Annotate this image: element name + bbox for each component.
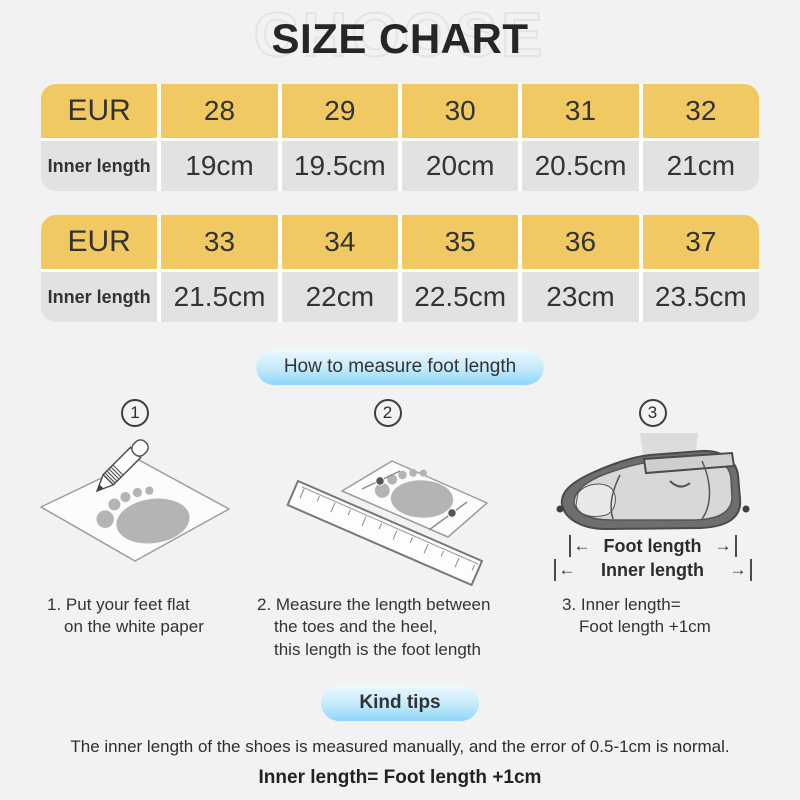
step-1-number-badge: 1 [121,399,149,427]
toe-cap-patch [574,483,616,518]
caption-line: this length is the foot length [274,639,481,659]
size-cell: 30 [402,84,519,138]
inner-length-label: Inner length [601,560,704,580]
step-2: 2 [245,397,530,661]
ruler-shape [286,480,483,586]
size-table-eur-28-32: EUR 28 29 30 31 32 Inner length 19cm 19.… [41,84,759,191]
step-1-caption: 1. Put your feet flat on the white paper [25,594,245,639]
header: CHOOSE SIZE CHART [0,0,800,78]
pencil-icon [95,439,149,493]
step-1-illustration [25,433,245,585]
caption-line: on the white paper [64,617,204,637]
right-arrow-icon: → [714,536,732,555]
caption-line: Foot length +1cm [579,617,711,637]
toe-end-dot [742,505,749,513]
how-to-measure-banner: How to measure foot length [255,349,545,385]
table-unit-header: EUR [41,215,158,269]
length-cell: 22.5cm [402,272,519,322]
ruler-measure-illustration [286,460,488,586]
table-unit-header: EUR [41,84,158,138]
page-title: SIZE CHART [271,15,529,62]
table-row-label: Inner length [41,272,158,322]
step-3-caption: 3. Inner length= Foot length +1cm [530,594,775,639]
heel-end-dot [556,505,563,513]
foot-length-dimension: ← Foot length → [568,535,737,557]
step-2-number-badge: 2 [373,399,402,427]
length-cell: 23.5cm [642,272,759,322]
step-1: 1 1. Put your feet flat [25,397,245,661]
shoe-illustration [556,433,749,530]
inner-length-dimension: ← Inner length → [553,559,752,581]
watermark-text: CHOOSE [253,0,547,71]
length-cell: 19cm [161,141,278,191]
length-cell: 22cm [281,272,398,322]
kind-tips-banner: Kind tips [321,685,479,722]
size-cell: 37 [642,215,759,269]
length-cell: 23cm [522,272,639,322]
size-cell: 31 [522,84,639,138]
right-arrow-icon: → [729,560,747,579]
size-table-eur-33-37: EUR 33 34 35 36 37 Inner length 21.5cm 2… [41,215,759,322]
step-3-illustration: ← Foot length → ← Inner length → [530,433,775,585]
size-cell: 35 [402,215,519,269]
length-cell: 19.5cm [281,141,398,191]
length-cell: 21.5cm [161,272,278,322]
step-3-number-badge: 3 [638,399,667,427]
left-arrow-icon: ← [558,560,576,579]
left-arrow-icon: ← [573,536,591,555]
toe-seam-line [609,474,621,520]
step-2-caption: 2. Measure the length between the toes a… [245,594,530,661]
length-cell: 21cm [642,141,759,191]
size-cell: 34 [281,215,398,269]
smile-detail-line [668,480,691,488]
length-cell: 20.5cm [522,141,639,191]
heel-point-dot [446,508,457,518]
step-2-illustration [245,433,530,586]
caption-line: the toes and the heel, [274,617,438,637]
measure-steps: 1 1. Put your feet flat [25,397,775,661]
heel-mark-line [428,501,467,531]
step-3: 3 ← Foot length → ← Inner leng [530,397,775,661]
size-cell: 33 [161,215,278,269]
size-cell: 29 [281,84,398,138]
length-cell: 20cm [402,141,519,191]
caption-line: 1. Put your feet flat [47,595,190,614]
foot-length-label: Foot length [603,536,702,556]
size-cell: 36 [522,215,639,269]
ankle-collar-band [642,451,735,475]
caption-line: 2. Measure the length between [257,595,491,614]
paper-pencil-illustration [40,439,230,562]
caption-line: 3. Inner length= [562,595,681,614]
size-cell: 28 [161,84,278,138]
heel-seam-line [700,460,710,520]
table-row-label: Inner length [41,141,158,191]
tips-text: The inner length of the shoes is measure… [70,737,730,757]
size-cell: 32 [642,84,759,138]
toe-point-dot [374,476,385,486]
tips-formula: Inner length= Foot length +1cm [258,767,542,789]
